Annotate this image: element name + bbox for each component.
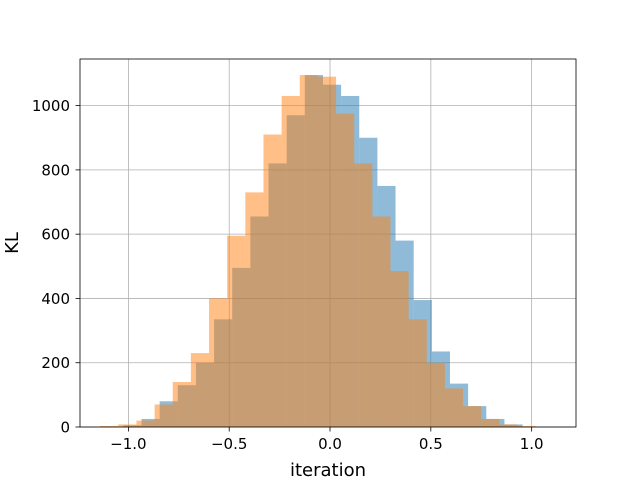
histogram-bar-series-2 [136, 420, 155, 427]
histogram-bar-series-2 [354, 163, 373, 427]
y-tick-label: 600 [41, 226, 70, 244]
histogram-bar-series-2 [227, 235, 246, 427]
histogram-bar-series-2 [317, 76, 337, 428]
histogram-bar-series-2 [118, 424, 137, 427]
y-axis-ticks: 0 200 400 600 800 1000 [32, 97, 80, 437]
histogram-bar-series-2 [263, 134, 282, 427]
histogram-bar-series-2 [172, 382, 191, 427]
y-axis-title: KL [2, 232, 23, 254]
histogram-bar-series-2 [481, 418, 500, 427]
y-tick-label: 200 [41, 354, 70, 372]
y-tick-label: 0 [60, 419, 70, 437]
histogram-bar-series-2 [100, 426, 119, 427]
histogram-bar-series-2 [154, 404, 173, 427]
histogram-bar-series-2 [190, 353, 210, 427]
histogram-bar-series-2 [390, 271, 409, 427]
x-tick-label: 0.0 [318, 435, 342, 453]
x-tick-label: 1.0 [520, 435, 544, 453]
y-tick-label: 1000 [32, 97, 70, 115]
histogram-bar-series-2 [209, 298, 228, 427]
x-tick-label: 0.5 [419, 435, 443, 453]
x-tick-label: −1.0 [110, 435, 146, 453]
x-tick-label: −0.5 [211, 435, 247, 453]
histogram-bar-series-2 [517, 426, 536, 427]
histogram-bar-series-2 [336, 113, 355, 427]
histogram-bar-series-2 [245, 192, 264, 427]
histogram-bar-series-2 [372, 216, 391, 427]
x-axis-ticks: −1.0 −0.5 0.0 0.5 1.0 [110, 427, 544, 453]
histogram-bar-series-2 [299, 75, 318, 427]
histogram-bar-series-2 [444, 388, 464, 427]
x-axis-title: iteration [290, 460, 366, 480]
histogram-bar-series-2 [408, 319, 427, 427]
histogram-bar-series-2 [281, 95, 300, 428]
histogram-bar-series-2 [426, 362, 445, 427]
histogram-bar-series-2 [499, 424, 518, 427]
y-tick-label: 800 [41, 161, 70, 179]
histogram-bars [100, 75, 536, 428]
y-tick-label: 400 [41, 290, 70, 308]
histogram-bar-series-2 [463, 406, 482, 427]
plot-frame [79, 58, 577, 428]
